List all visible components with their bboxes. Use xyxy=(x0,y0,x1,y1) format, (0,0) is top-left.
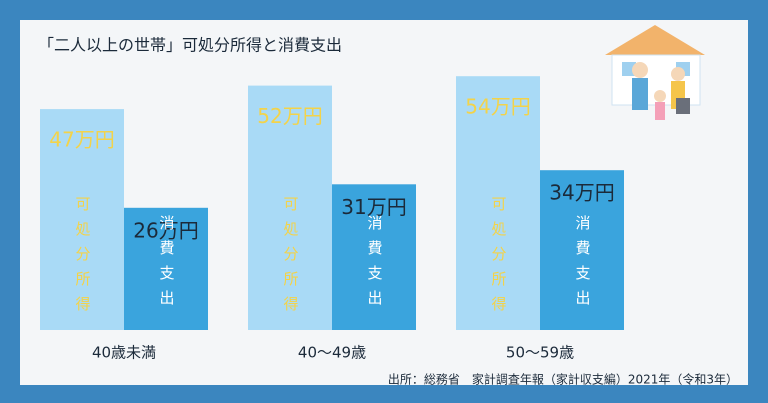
bar xyxy=(124,207,208,330)
chart-title: 「二人以上の世帯」可処分所得と消費支出 xyxy=(38,36,342,55)
bar xyxy=(456,76,540,330)
series-label: 可処分所得 xyxy=(74,196,92,321)
bar xyxy=(40,109,124,330)
value-label: 31万円 xyxy=(341,195,406,219)
series-label: 消費支出 xyxy=(366,215,384,315)
series-label: 消費支出 xyxy=(158,215,176,315)
x-tick-label: 40〜49歳 xyxy=(298,344,366,362)
x-tick-label: 40歳未満 xyxy=(92,344,156,362)
series-label: 消費支出 xyxy=(574,215,592,315)
illustration xyxy=(605,25,705,120)
value-label: 47万円 xyxy=(49,128,114,152)
bar xyxy=(332,184,416,330)
series-label: 可処分所得 xyxy=(490,196,508,321)
bar xyxy=(540,170,624,330)
bar xyxy=(248,85,332,330)
value-label: 54万円 xyxy=(465,95,530,119)
value-label: 26万円 xyxy=(133,218,198,242)
series-label: 可処分所得 xyxy=(282,196,300,321)
value-label: 34万円 xyxy=(549,181,614,205)
value-label: 52万円 xyxy=(257,104,322,128)
source-note: 出所：総務省 家計調査年報（家計収支編）2021年（令和3年） xyxy=(388,372,738,387)
x-tick-label: 50〜59歳 xyxy=(506,344,574,362)
